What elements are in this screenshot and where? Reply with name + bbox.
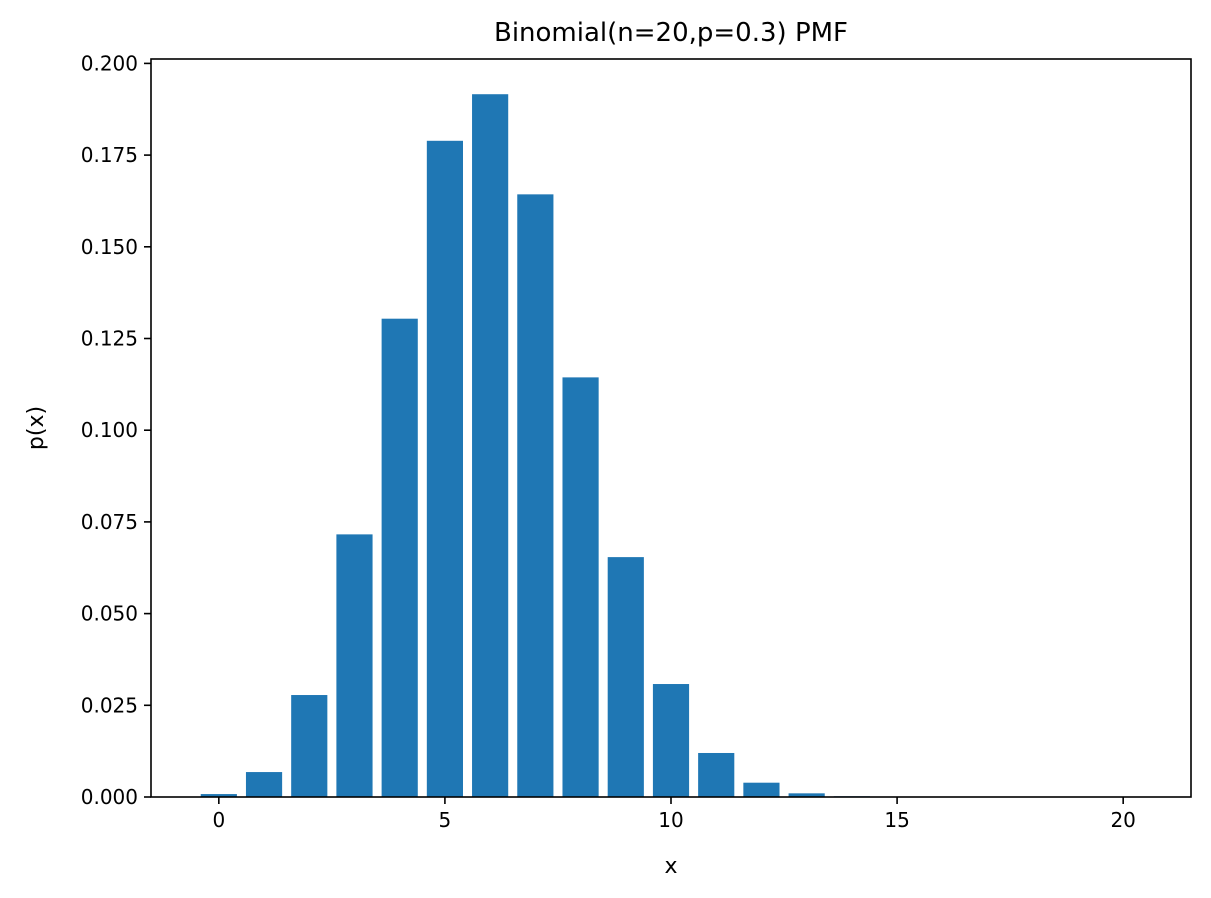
bars-group: [200, 94, 870, 798]
bar-x-10: [652, 684, 690, 797]
y-tick-label: 0.100: [81, 418, 138, 442]
x-tick-label: 10: [658, 808, 683, 832]
y-tick-label: 0.000: [81, 785, 138, 809]
bar-x-2: [291, 695, 328, 797]
x-tick-label: 5: [439, 808, 452, 832]
y-tick-label: 0.075: [81, 510, 138, 534]
y-axis-ticks: 0.000 0.025 0.050 0.075 0.100 0.125 0.150 0.175…: [81, 51, 151, 809]
x-tick-label: 15: [884, 808, 909, 832]
bar-x-7: [517, 194, 554, 798]
bar-x-8: [562, 377, 599, 797]
bar-x-12: [743, 782, 780, 797]
chart-title: Binomial(n=20,p=0.3) PMF: [494, 18, 848, 48]
bar-x-3: [336, 534, 373, 797]
x-axis-ticks: 0 5 10 15 20: [212, 797, 1136, 832]
bar-x-1: [245, 772, 283, 797]
bar-x-11: [698, 752, 735, 797]
bar-x-0: [200, 794, 237, 797]
x-tick-label: 20: [1110, 808, 1135, 832]
bar-x-6: [472, 94, 509, 798]
bar-x-4: [381, 318, 418, 797]
x-tick-label: 0: [212, 808, 225, 832]
y-axis-label: p(x): [24, 406, 49, 450]
bar-x-9: [607, 557, 644, 797]
y-tick-label: 0.025: [81, 693, 138, 717]
y-tick-label: 0.050: [81, 602, 138, 626]
y-tick-label: 0.150: [81, 235, 138, 259]
bar-x-5: [426, 140, 463, 798]
bar-x-13: [788, 793, 825, 797]
y-tick-label: 0.175: [81, 143, 138, 167]
x-axis-label: x: [664, 854, 677, 879]
y-tick-label: 0.200: [81, 51, 138, 75]
y-tick-label: 0.125: [81, 327, 138, 351]
axes-frame: [150, 58, 1192, 798]
